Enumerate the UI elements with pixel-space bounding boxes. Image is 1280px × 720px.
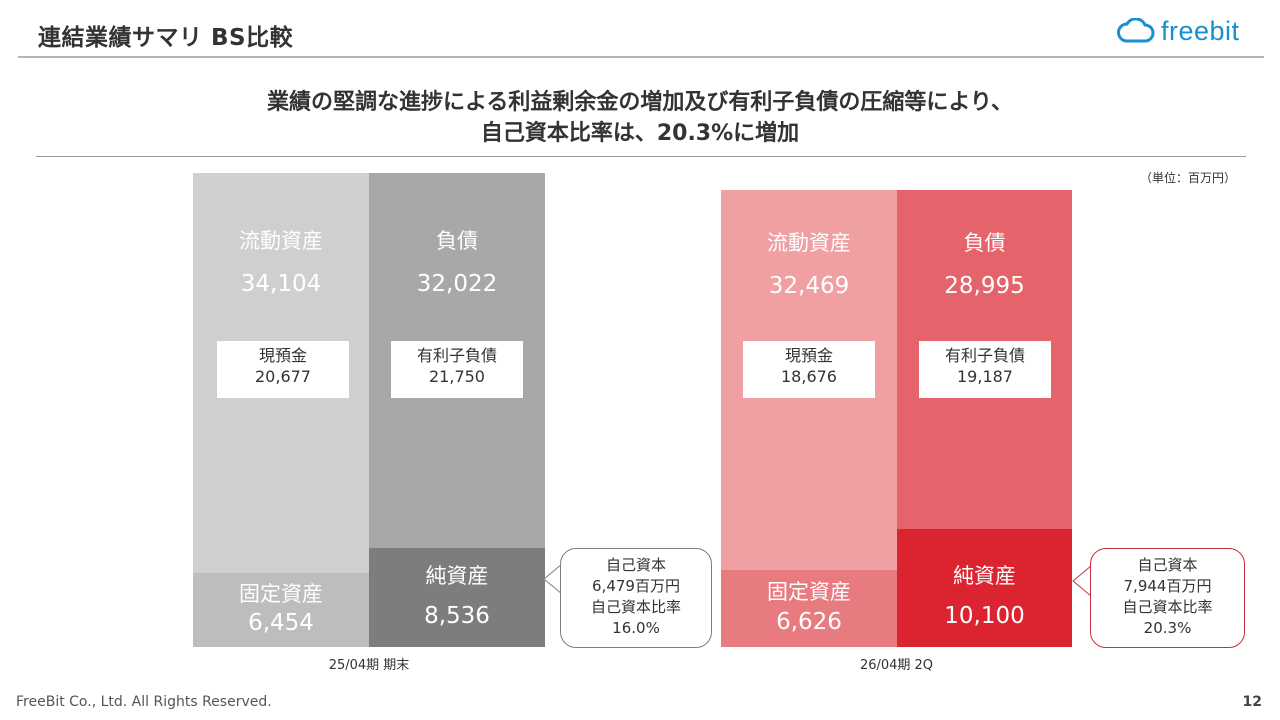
net-assets-label: 純資産 — [953, 564, 1016, 588]
equity-label: 自己資本 — [605, 556, 666, 574]
current-assets-label: 流動資産 — [239, 229, 323, 253]
equity-ratio-value: 20.3% — [1143, 619, 1192, 637]
copyright: FreeBit Co., Ltd. All Rights Reserved. — [16, 694, 272, 710]
equity-value: 6,479百万円 — [592, 577, 680, 595]
current-assets-label: 流動資産 — [767, 231, 851, 255]
liabilities-label: 負債 — [963, 231, 1006, 255]
liabilities-value: 28,995 — [944, 273, 1025, 299]
cash-label: 現預金 — [784, 346, 833, 365]
cash-box: 現預金 18,676 — [743, 341, 875, 398]
headline-line-1: 業績の堅調な進捗による利益剰余金の増加及び有利子負債の圧縮等により、 — [266, 90, 1014, 115]
cash-label: 現預金 — [258, 346, 307, 365]
interest-bearing-debt-box: 有利子負債 21,750 — [391, 341, 523, 398]
cloud-icon — [1117, 18, 1155, 43]
equity-callout: 自己資本 7,944百万円 自己資本比率 20.3% — [1090, 548, 1245, 648]
equity-callout: 自己資本 6,479百万円 自己資本比率 16.0% — [560, 548, 712, 648]
equity-value: 7,944百万円 — [1123, 577, 1212, 595]
equity-ratio-label: 自己資本比率 — [1122, 598, 1213, 616]
liabilities-value: 32,022 — [416, 271, 498, 297]
unit-note: （単位：百万円） — [1139, 171, 1236, 185]
headline-divider — [36, 156, 1246, 157]
current-assets-value: 34,104 — [240, 271, 322, 297]
freebit-logo: freebit — [1117, 14, 1240, 48]
callout-pointer — [1072, 565, 1092, 597]
interest-bearing-debt-label: 有利子負債 — [944, 346, 1025, 365]
net-assets-block: 純資産 8,536 — [369, 548, 545, 647]
fixed-assets-value: 6,454 — [248, 610, 314, 636]
equity-ratio-value: 16.0% — [612, 619, 660, 637]
cash-value: 20,677 — [255, 367, 311, 386]
fixed-assets-value: 6,626 — [776, 609, 842, 635]
liabilities-label: 負債 — [436, 229, 478, 253]
interest-bearing-debt-box: 有利子負債 19,187 — [919, 341, 1051, 398]
current-assets-value: 32,469 — [768, 273, 850, 299]
cash-box: 現預金 20,677 — [217, 341, 349, 398]
callout-pointer — [543, 563, 563, 595]
header-divider — [18, 56, 1264, 58]
page-title: 連結業績サマリ BS比較 — [38, 25, 294, 51]
headline-line-2: 自己資本比率は、20.3%に増加 — [480, 121, 800, 146]
net-assets-label: 純資産 — [425, 564, 489, 588]
page-number: 12 — [1242, 694, 1262, 710]
interest-bearing-debt-value: 21,750 — [429, 367, 485, 386]
period-label: 26/04期 2Q — [859, 658, 934, 673]
fixed-assets-label: 固定資産 — [239, 582, 323, 606]
net-assets-value: 8,536 — [424, 603, 490, 629]
fixed-assets-block: 固定資産 6,454 — [193, 573, 369, 647]
equity-ratio-label: 自己資本比率 — [590, 598, 681, 616]
net-assets-block: 純資産 10,100 — [897, 529, 1072, 647]
interest-bearing-debt-label: 有利子負債 — [416, 346, 497, 365]
cash-value: 18,676 — [781, 367, 837, 386]
net-assets-value: 10,100 — [944, 603, 1025, 629]
period-label: 25/04期 期末 — [328, 658, 410, 673]
fixed-assets-label: 固定資産 — [767, 580, 851, 604]
interest-bearing-debt-value: 19,187 — [957, 367, 1013, 386]
fixed-assets-block: 固定資産 6,626 — [721, 570, 897, 647]
logo-text: freebit — [1161, 15, 1240, 46]
equity-label: 自己資本 — [1137, 556, 1198, 574]
